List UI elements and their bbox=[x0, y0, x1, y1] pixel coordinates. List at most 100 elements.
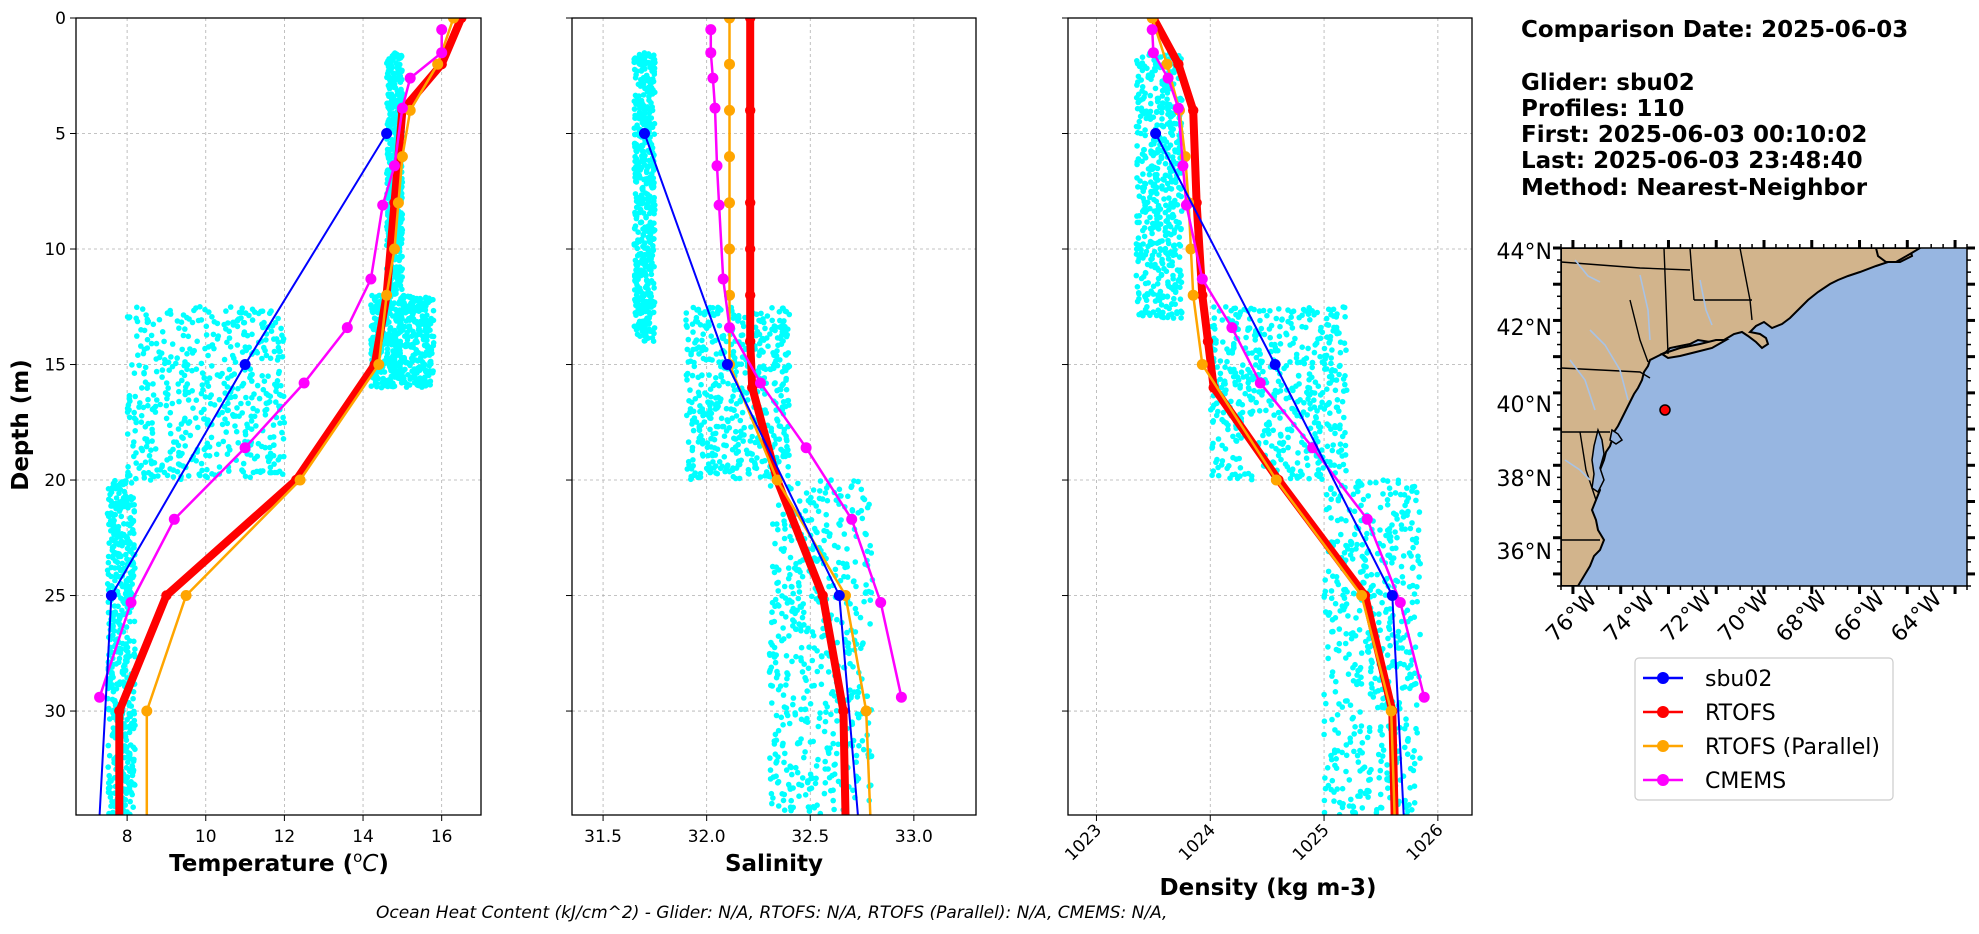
glider-scatter-point bbox=[785, 464, 791, 470]
glider-scatter-point bbox=[225, 400, 231, 407]
glider-scatter-point bbox=[130, 689, 137, 695]
glider-scatter-point bbox=[769, 317, 775, 324]
glider-scatter-point bbox=[798, 628, 804, 634]
glider-scatter-point bbox=[1177, 296, 1184, 303]
glider-scatter-point bbox=[403, 341, 410, 348]
glider-scatter-point bbox=[1260, 368, 1266, 375]
glider-scatter-point bbox=[732, 475, 739, 482]
glider-scatter-point bbox=[114, 681, 120, 687]
glider-scatter-point bbox=[763, 469, 770, 475]
glider-scatter-point bbox=[152, 446, 159, 452]
glider-scatter-point bbox=[197, 472, 203, 479]
glider-scatter-point bbox=[821, 790, 828, 797]
glider-scatter-point bbox=[1141, 153, 1148, 159]
glider-scatter-point bbox=[822, 780, 829, 786]
glider-scatter-point bbox=[1323, 700, 1329, 707]
glider-scatter-point bbox=[1317, 353, 1323, 360]
glider-scatter-point bbox=[768, 790, 775, 797]
glider-scatter-point bbox=[781, 807, 788, 813]
glider-scatter-point bbox=[1220, 339, 1226, 345]
glider-scatter-point bbox=[789, 658, 795, 665]
glider-scatter-point bbox=[382, 341, 389, 347]
glider-scatter-point bbox=[807, 739, 814, 745]
glider-scatter-point bbox=[195, 424, 201, 431]
glider-scatter-point bbox=[368, 302, 374, 308]
glider-scatter-point bbox=[169, 341, 176, 347]
glider-scatter-point bbox=[698, 381, 704, 388]
glider-scatter-point bbox=[187, 432, 194, 439]
glider-scatter-point bbox=[793, 626, 800, 633]
glider-scatter-point bbox=[1145, 291, 1151, 298]
glider-scatter-point bbox=[864, 548, 871, 555]
glider-scatter-point bbox=[280, 336, 287, 342]
glider-scatter-point bbox=[373, 316, 380, 323]
glider-scatter-point bbox=[1166, 104, 1173, 110]
glider-scatter-point bbox=[1347, 735, 1353, 741]
glider-scatter-point bbox=[771, 738, 778, 744]
glider-scatter-point bbox=[380, 375, 387, 382]
glider-scatter-point bbox=[636, 144, 643, 150]
glider-scatter-point bbox=[802, 706, 809, 713]
glider-scatter-point bbox=[646, 226, 652, 233]
glider-scatter-point bbox=[126, 407, 132, 413]
glider-scatter-point bbox=[796, 567, 802, 573]
glider-scatter-point bbox=[696, 344, 702, 351]
glider-scatter-point bbox=[806, 808, 813, 814]
glider-scatter-point bbox=[1219, 416, 1225, 423]
glider-scatter-point bbox=[1135, 184, 1141, 190]
glider-scatter-point bbox=[711, 445, 718, 451]
glider-scatter-point bbox=[1153, 109, 1160, 116]
glider-scatter-point bbox=[1283, 330, 1289, 337]
glider-scatter-point bbox=[411, 330, 417, 337]
glider-scatter-point bbox=[393, 99, 400, 105]
glider-scatter-point bbox=[183, 429, 189, 436]
glider-scatter-point bbox=[226, 335, 233, 341]
glider-scatter-point bbox=[765, 343, 771, 350]
glider-scatter-point bbox=[719, 335, 726, 341]
glider-scatter-point bbox=[206, 375, 213, 381]
glider-scatter-point bbox=[640, 92, 647, 98]
glider-scatter-point bbox=[1166, 207, 1172, 213]
glider-scatter-point bbox=[182, 443, 188, 449]
glider-scatter-point bbox=[1246, 325, 1253, 331]
glider-scatter-point bbox=[738, 361, 745, 368]
glider-scatter-point bbox=[756, 317, 762, 324]
glider-scatter-point bbox=[134, 333, 140, 339]
glider-scatter-point bbox=[783, 653, 790, 659]
glider-scatter-point bbox=[696, 351, 702, 357]
salinity-rtofs-parallel-marker bbox=[860, 705, 872, 717]
glider-scatter-point bbox=[105, 780, 112, 786]
glider-scatter-point bbox=[110, 809, 116, 815]
glider-scatter-point bbox=[769, 642, 775, 648]
glider-scatter-point bbox=[372, 381, 379, 387]
glider-scatter-point bbox=[428, 369, 435, 375]
glider-scatter-point bbox=[402, 309, 409, 316]
temperature-cmems-marker bbox=[389, 160, 400, 172]
glider-scatter-point bbox=[382, 382, 388, 389]
glider-scatter-point bbox=[132, 646, 138, 652]
glider-scatter-point bbox=[124, 592, 130, 599]
glider-scatter-point bbox=[249, 371, 255, 378]
glider-scatter-point bbox=[1176, 184, 1182, 191]
glider-scatter-point bbox=[646, 320, 653, 326]
glider-scatter-point bbox=[792, 710, 798, 716]
glider-scatter-point bbox=[1147, 194, 1153, 201]
glider-scatter-point bbox=[405, 372, 411, 378]
glider-scatter-point bbox=[1169, 211, 1176, 218]
glider-scatter-point bbox=[399, 216, 405, 222]
glider-scatter-point bbox=[1338, 447, 1345, 453]
glider-scatter-point bbox=[1159, 93, 1166, 99]
glider-scatter-point bbox=[133, 315, 139, 322]
glider-scatter-point bbox=[632, 112, 638, 119]
glider-scatter-point bbox=[1245, 385, 1252, 391]
glider-scatter-point bbox=[790, 701, 796, 708]
glider-scatter-point bbox=[138, 412, 145, 419]
glider-scatter-point bbox=[1164, 180, 1171, 187]
glider-scatter-point bbox=[643, 257, 649, 264]
temperature-frame bbox=[75, 17, 482, 816]
glider-scatter-point bbox=[1287, 342, 1293, 348]
salinity-frame bbox=[571, 17, 977, 816]
glider-scatter-point bbox=[1302, 308, 1308, 314]
glider-scatter-point bbox=[199, 382, 206, 388]
glider-scatter-point bbox=[649, 171, 655, 177]
